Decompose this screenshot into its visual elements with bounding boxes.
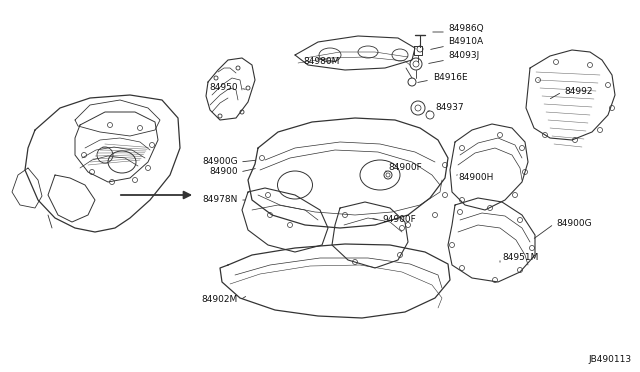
Text: JB490113: JB490113 [589, 355, 632, 364]
Text: 84900: 84900 [209, 167, 238, 176]
Text: 84902M: 84902M [202, 295, 238, 305]
Text: 84951M: 84951M [502, 253, 538, 263]
Text: 84093J: 84093J [448, 51, 479, 61]
Text: 84978N: 84978N [203, 196, 238, 205]
Text: B4916E: B4916E [433, 74, 468, 83]
Text: 84900F: 84900F [388, 164, 422, 173]
Text: 84900G: 84900G [556, 219, 591, 228]
Text: 84980M: 84980M [303, 58, 340, 67]
Text: 84937: 84937 [435, 103, 463, 112]
Text: 84950: 84950 [209, 83, 238, 93]
Text: 84986Q: 84986Q [448, 23, 484, 32]
Text: 84992: 84992 [564, 87, 593, 96]
Text: 84900H: 84900H [458, 173, 493, 183]
Text: 84900G: 84900G [202, 157, 238, 167]
Text: 94900F: 94900F [382, 215, 416, 224]
Text: B4910A: B4910A [448, 38, 483, 46]
